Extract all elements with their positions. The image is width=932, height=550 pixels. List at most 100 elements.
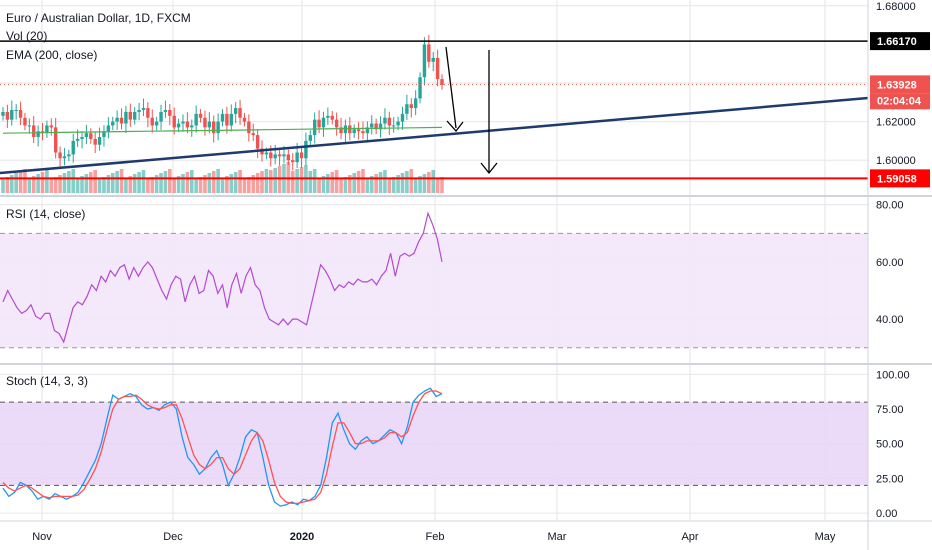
candle-body bbox=[255, 135, 260, 149]
x-axis-labels: Nov Dec 2020 Feb Mar Apr May bbox=[32, 531, 836, 543]
volume-bar bbox=[5, 177, 10, 193]
volume-bar bbox=[198, 177, 203, 193]
volume-bar bbox=[229, 174, 234, 193]
volume-bar bbox=[317, 178, 321, 193]
volume-bar bbox=[49, 179, 54, 193]
candle-body bbox=[273, 154, 277, 159]
candle-body bbox=[392, 125, 396, 127]
volume-bar bbox=[268, 170, 273, 193]
candle-body bbox=[431, 57, 435, 62]
candle-body bbox=[383, 117, 387, 124]
arrow-1-head bbox=[446, 120, 464, 133]
candle-body bbox=[352, 129, 356, 134]
candle-body bbox=[413, 98, 418, 109]
candle-body bbox=[97, 137, 102, 145]
candle-body bbox=[220, 113, 225, 122]
candle-body bbox=[10, 110, 14, 120]
volume-bar bbox=[405, 171, 409, 193]
candle-body bbox=[440, 79, 444, 85]
candle-body bbox=[80, 137, 84, 139]
trendline bbox=[0, 96, 869, 175]
volume-bar bbox=[119, 169, 124, 193]
candle-body bbox=[374, 123, 378, 130]
volume-bar bbox=[40, 172, 45, 193]
rsi-tick-label: 80.00 bbox=[876, 200, 904, 212]
volume-bar bbox=[369, 176, 374, 193]
stoch-series bbox=[2, 387, 443, 507]
candle-body bbox=[312, 119, 317, 136]
candle-body bbox=[71, 140, 75, 155]
candle-body bbox=[242, 117, 247, 122]
volume-bar bbox=[251, 175, 256, 193]
volume-bar bbox=[400, 173, 405, 193]
volume-bar bbox=[242, 179, 247, 193]
volume-bar bbox=[203, 175, 207, 193]
rsi-band bbox=[0, 233, 868, 348]
candle-body bbox=[27, 125, 32, 127]
candle-body bbox=[198, 113, 203, 118]
candle-body bbox=[317, 119, 321, 128]
candle-body bbox=[115, 117, 119, 122]
candle-body bbox=[422, 44, 427, 78]
resistance-tag-bg bbox=[870, 32, 930, 51]
volume-bar bbox=[18, 171, 23, 193]
candle-body bbox=[128, 111, 133, 120]
volume-bar bbox=[312, 169, 317, 193]
rsi-series bbox=[2, 211, 443, 344]
candle-body bbox=[32, 125, 36, 138]
candle-body bbox=[172, 115, 176, 128]
candle-body bbox=[339, 127, 343, 134]
volume-bar bbox=[71, 169, 76, 193]
candle-body bbox=[304, 140, 308, 159]
volume-bar bbox=[396, 175, 400, 193]
volume-bar bbox=[264, 169, 269, 193]
candle-body bbox=[124, 111, 128, 124]
candle-body bbox=[321, 117, 326, 128]
volume-bar bbox=[216, 169, 220, 193]
x-tick-label: Apr bbox=[681, 531, 698, 543]
volume-bar bbox=[290, 171, 295, 193]
overlays bbox=[0, 40, 869, 180]
candle-body bbox=[45, 125, 49, 134]
volume-bar bbox=[255, 173, 260, 193]
volume-bar bbox=[181, 174, 185, 193]
volume-bar bbox=[106, 175, 111, 193]
candle-body bbox=[277, 154, 282, 157]
volume-bar bbox=[334, 170, 339, 193]
candle-body bbox=[247, 121, 251, 134]
candle-body bbox=[176, 123, 181, 128]
volume-bar bbox=[9, 175, 14, 193]
volume-bar bbox=[277, 166, 282, 193]
volume-bar bbox=[233, 172, 238, 193]
volume-bar bbox=[299, 167, 304, 193]
candles bbox=[1, 34, 444, 171]
candle-body bbox=[62, 156, 67, 159]
candle-body bbox=[409, 104, 413, 109]
volume-bar bbox=[75, 178, 80, 193]
volume-bar bbox=[365, 178, 370, 193]
candle-body bbox=[291, 160, 295, 163]
volume-bar bbox=[189, 170, 194, 193]
candle-body bbox=[5, 111, 10, 120]
candle-body bbox=[89, 133, 93, 139]
volume-bar bbox=[409, 169, 414, 193]
rsi-label: RSI (14, close) bbox=[6, 207, 85, 221]
candle-body bbox=[216, 121, 220, 134]
x-tick-label: 2020 bbox=[290, 531, 314, 543]
volume-bar bbox=[1, 179, 5, 193]
candle-body bbox=[286, 154, 291, 161]
candle-body bbox=[418, 77, 422, 99]
volume-bar bbox=[97, 179, 102, 193]
candle-body bbox=[49, 125, 53, 128]
candle-body bbox=[207, 121, 212, 128]
volume-bar bbox=[23, 169, 27, 193]
price-pane bbox=[0, 0, 868, 193]
volume-bar bbox=[128, 176, 133, 193]
candle-body bbox=[326, 115, 330, 118]
volume-bar bbox=[31, 176, 36, 193]
candle-body bbox=[168, 110, 172, 116]
candle-body bbox=[203, 117, 207, 128]
volume-bar bbox=[352, 173, 356, 193]
volume-bar bbox=[62, 173, 67, 193]
